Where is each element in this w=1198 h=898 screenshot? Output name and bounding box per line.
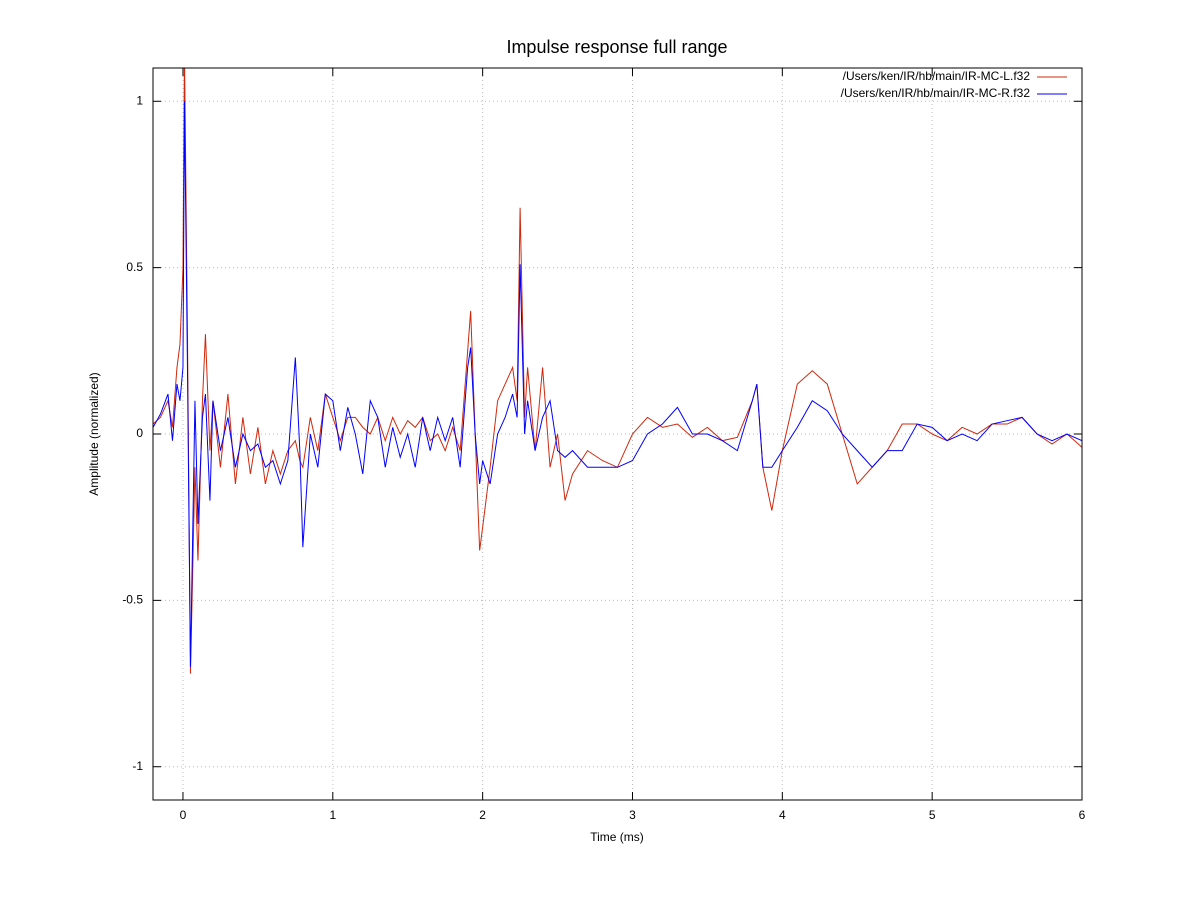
x-tick-label: 3 <box>629 808 636 822</box>
y-tick-label: -0.5 <box>122 593 143 607</box>
x-tick-label: 0 <box>180 808 187 822</box>
y-tick-label: 1 <box>136 93 143 107</box>
legend-label: /Users/ken/IR/hb/main/IR-MC-L.f32 <box>843 69 1031 83</box>
y-tick-label: 0 <box>136 426 143 440</box>
y-tick-label: 0.5 <box>126 260 143 274</box>
y-tick-label: -1 <box>132 759 143 773</box>
series-line <box>153 101 1082 667</box>
plot-area <box>153 68 1082 674</box>
y-axis-label: Amplitude (normalized) <box>87 372 101 495</box>
series-line <box>153 68 1082 674</box>
x-tick-label: 5 <box>929 808 936 822</box>
x-tick-label: 2 <box>479 808 486 822</box>
legend-label: /Users/ken/IR/hb/main/IR-MC-R.f32 <box>841 86 1031 100</box>
grid <box>153 68 1083 800</box>
x-tick-label: 6 <box>1079 808 1086 822</box>
x-tick-label: 1 <box>329 808 336 822</box>
x-axis-label: Time (ms) <box>590 830 644 844</box>
chart-title: Impulse response full range <box>506 37 727 57</box>
x-tick-label: 4 <box>779 808 786 822</box>
